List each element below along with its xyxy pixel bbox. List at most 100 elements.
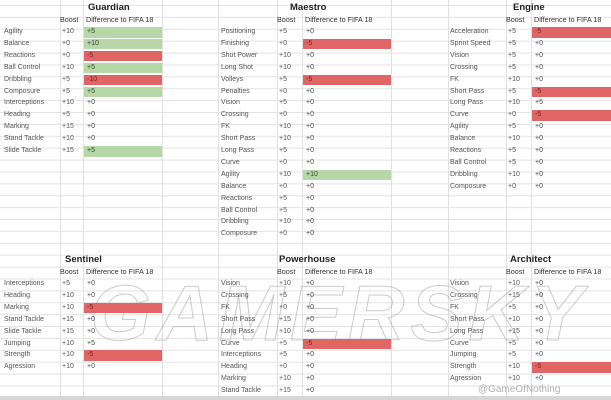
attribute-label: Crossing bbox=[450, 63, 478, 71]
boost-value: +5 bbox=[279, 291, 287, 299]
boost-value: +10 bbox=[508, 375, 520, 383]
table-row: Balance +10 +0 bbox=[0, 133, 611, 145]
difference-cell: +0 bbox=[306, 351, 314, 359]
boost-value: +5 bbox=[508, 158, 516, 166]
difference-cell: +0 bbox=[306, 303, 314, 311]
boost-value: +5 bbox=[62, 75, 70, 83]
attribute-label: Curve bbox=[221, 339, 240, 347]
attribute-label: Interceptions bbox=[4, 280, 45, 287]
boost-value: +0 bbox=[279, 182, 287, 190]
table-row: Ball Control +5 +0 bbox=[0, 205, 611, 217]
table-row: Strength +10 -5 bbox=[0, 361, 611, 373]
difference-cell: +0 bbox=[306, 147, 314, 154]
boost-value: +10 bbox=[279, 218, 291, 226]
attribute-label: Shot Power bbox=[221, 51, 258, 59]
table-row: Interceptions +10 +0 bbox=[0, 97, 611, 109]
difference-cell: +0 bbox=[306, 230, 314, 238]
boost-value: +10 bbox=[279, 63, 291, 71]
table-row: Shot Power +10 +0 bbox=[0, 50, 611, 62]
attribute-label: Balance bbox=[221, 182, 247, 190]
difference-cell: +0 bbox=[87, 327, 95, 335]
difference-cell: -5 bbox=[84, 350, 162, 361]
table-row: Vision +10 +0 bbox=[0, 278, 611, 290]
attribute-label: Slide Tackle bbox=[4, 147, 42, 154]
attribute-label: Ball Control bbox=[4, 63, 41, 71]
table-row: Marking +15 +0 bbox=[0, 121, 611, 133]
table-row: Vision +10 +0 bbox=[0, 278, 611, 290]
attribute-label: Strength bbox=[450, 363, 477, 371]
difference-cell: +0 bbox=[306, 135, 314, 143]
bottom-edge bbox=[0, 396, 611, 400]
attribute-label: Crossing bbox=[221, 111, 249, 119]
difference-cell: +0 bbox=[535, 375, 543, 383]
difference-cell: +0 bbox=[535, 51, 543, 59]
table-row: Agression +10 +0 bbox=[0, 373, 611, 385]
table-row: Reactions +5 +0 bbox=[0, 145, 611, 157]
difference-cell: +0 bbox=[535, 351, 543, 359]
table-row: Short Pass +5 -5 bbox=[0, 86, 611, 98]
difference-cell: -5 bbox=[532, 86, 611, 97]
attribute-label: Interceptions bbox=[4, 99, 45, 107]
attribute-label: Long Pass bbox=[450, 327, 484, 335]
attribute-label: Acceleration bbox=[450, 28, 489, 35]
boost-value: +5 bbox=[508, 63, 516, 71]
boost-value: +5 bbox=[62, 87, 70, 95]
difference-cell: +0 bbox=[306, 63, 314, 71]
difference-cell: +0 bbox=[306, 182, 314, 190]
difference-cell: +5 bbox=[84, 86, 162, 97]
difference-cell: +5 bbox=[84, 62, 162, 74]
boost-value: +5 bbox=[279, 28, 287, 35]
table-row: Short Pass +10 +0 bbox=[0, 314, 611, 326]
boost-value: +10 bbox=[508, 135, 520, 143]
table-row: Interceptions +5 +0 bbox=[0, 278, 611, 290]
difference-cell: +0 bbox=[535, 170, 543, 178]
boost-value: +10 bbox=[508, 75, 520, 83]
column-header-difference: Difference to FIFA 18 bbox=[305, 267, 373, 276]
boost-value: +0 bbox=[279, 111, 287, 119]
section-title: Guardian bbox=[88, 2, 130, 13]
difference-cell: +0 bbox=[306, 194, 314, 202]
attribute-label: FK bbox=[450, 75, 459, 83]
attribute-label: Dribbling bbox=[4, 75, 32, 83]
boost-value: +5 bbox=[279, 194, 287, 202]
section-title: Architect bbox=[510, 254, 552, 265]
difference-cell: +0 bbox=[306, 363, 314, 371]
attribute-label: Marking bbox=[4, 303, 29, 311]
difference-cell: +0 bbox=[306, 123, 314, 131]
column-divider bbox=[162, 0, 163, 400]
attribute-label: Penalties bbox=[221, 87, 250, 95]
column-header-boost: Boost bbox=[506, 267, 525, 276]
table-row: Marking +10 -5 bbox=[0, 302, 611, 314]
attribute-label: Strength bbox=[4, 351, 31, 359]
boost-value: +10 bbox=[508, 99, 520, 107]
boost-value: +15 bbox=[279, 387, 291, 395]
attribute-label: Vision bbox=[450, 51, 469, 59]
difference-cell: +5 bbox=[84, 27, 162, 38]
difference-cell: +0 bbox=[306, 291, 314, 299]
difference-cell: -10 bbox=[84, 74, 162, 86]
attribute-label: Heading bbox=[4, 111, 31, 119]
boost-value: +10 bbox=[508, 170, 520, 178]
boost-value: +15 bbox=[508, 327, 520, 335]
difference-cell: +0 bbox=[306, 315, 314, 323]
table-row: Penalties +0 +0 bbox=[0, 86, 611, 98]
difference-cell: +5 bbox=[84, 146, 162, 157]
table-row: FK +5 +0 bbox=[0, 302, 611, 314]
table-row: Heading +5 +0 bbox=[0, 109, 611, 121]
table-row: FK +10 +0 bbox=[0, 121, 611, 133]
boost-value: +5 bbox=[62, 111, 70, 119]
attribute-label: Agility bbox=[4, 28, 23, 35]
difference-cell: +0 bbox=[87, 123, 95, 131]
table-row: Agility +10 +5 bbox=[0, 26, 611, 38]
table-row: Strength +10 -5 bbox=[0, 349, 611, 361]
boost-value: +10 bbox=[62, 339, 74, 347]
attribute-label: Reactions bbox=[450, 147, 482, 154]
boost-value: +15 bbox=[62, 123, 74, 131]
column-header-difference: Difference to FIFA 18 bbox=[534, 15, 602, 24]
attribute-label: Long Shot bbox=[221, 63, 253, 71]
boost-value: +5 bbox=[508, 28, 516, 35]
table-row: Ball Control +5 +0 bbox=[0, 157, 611, 169]
attribute-label: Stand Tackle bbox=[221, 387, 261, 395]
table-row: Dribbling +10 +0 bbox=[0, 169, 611, 181]
difference-cell: +0 bbox=[535, 291, 543, 299]
